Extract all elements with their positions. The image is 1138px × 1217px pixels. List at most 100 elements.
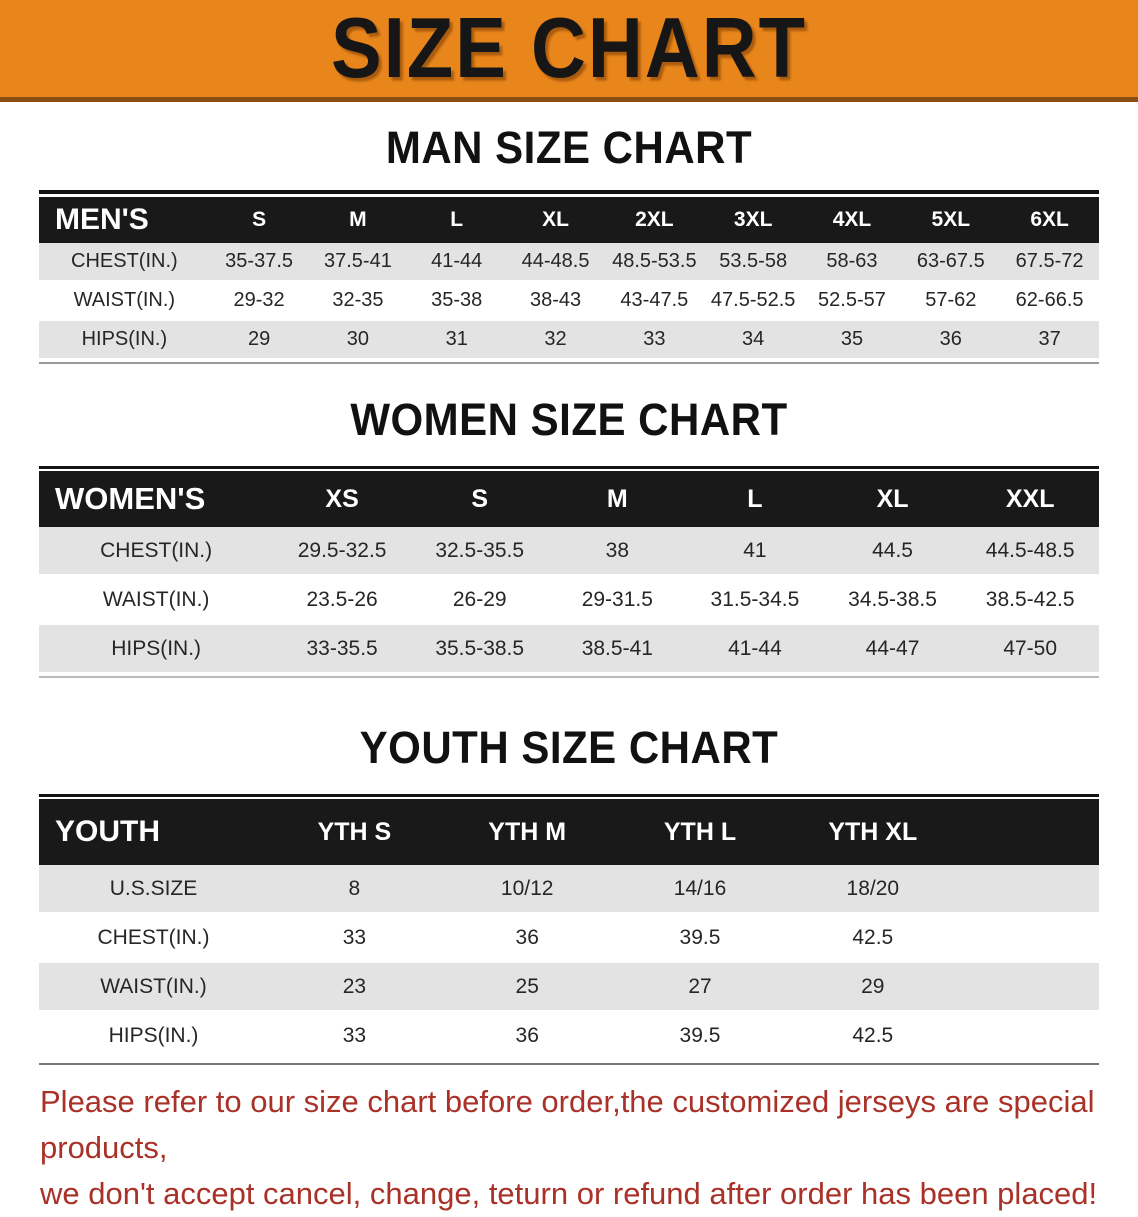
size-header-cell: YTH M bbox=[440, 799, 614, 866]
row-label-cell: CHEST(IN.) bbox=[97, 925, 210, 949]
value-cell: 36 bbox=[515, 1023, 539, 1047]
value-cell: 33 bbox=[342, 1023, 367, 1047]
value-cell: 53.5-58 bbox=[719, 250, 788, 273]
value-cell: 38-43 bbox=[529, 289, 582, 312]
data-row: CHEST(IN.) 33 36 39.5 42.5 bbox=[39, 913, 1099, 963]
order-disclaimer-line1: Please refer to our size chart before or… bbox=[40, 1084, 1095, 1166]
order-disclaimer: Please refer to our size chart before or… bbox=[40, 1079, 1138, 1217]
size-header-cell: XS bbox=[273, 471, 411, 528]
size-header-cell: XL bbox=[823, 471, 962, 528]
value-cell: 37.5-41 bbox=[323, 250, 392, 273]
row-label-cell: CHEST(IN.) bbox=[71, 250, 178, 273]
value-cell: 29-32 bbox=[233, 289, 285, 312]
value-cell: 38 bbox=[605, 538, 629, 562]
youth-size-table: YOUTH YTH S YTH M YTH L YTH XL U.S.SIZE 8 10/12… bbox=[39, 799, 1099, 1061]
youth-section-heading: YOUTH SIZE CHART bbox=[0, 724, 1138, 772]
women-section-heading: WOMEN SIZE CHART bbox=[0, 394, 1138, 445]
size-header-cell: 5XL bbox=[901, 197, 1001, 244]
row-label-cell: CHEST(IN.) bbox=[100, 538, 213, 562]
value-cell: 63-67.5 bbox=[916, 250, 985, 273]
value-cell: 18/20 bbox=[846, 876, 900, 900]
value-cell: 38.5-41 bbox=[581, 636, 653, 660]
value-cell: 44.5 bbox=[872, 538, 913, 562]
value-cell: 33-35.5 bbox=[306, 636, 378, 660]
size-header-cell: L bbox=[407, 197, 507, 244]
value-cell: 36 bbox=[939, 328, 962, 351]
row-label-cell: WAIST(IN.) bbox=[73, 289, 176, 312]
women-size-table-wrap: WOMEN'S XS S M L XL XXL CHEST(IN.) 29.5-32.5 32.5… bbox=[39, 466, 1099, 679]
size-chart-banner: SIZE CHART bbox=[0, 0, 1138, 102]
data-row: CHEST(IN.) 29.5-32.5 32.5-35.5 38 41 44.5 44.5… bbox=[39, 527, 1099, 576]
value-cell: 26-29 bbox=[452, 587, 507, 611]
value-cell: 35-38 bbox=[431, 289, 483, 312]
size-header-cell: M bbox=[308, 197, 408, 244]
value-cell: 25 bbox=[515, 974, 539, 998]
value-cell: 44-47 bbox=[865, 636, 920, 660]
value-cell: 39.5 bbox=[679, 925, 721, 949]
data-row: HIPS(IN.) 33-35.5 35.5-38.5 38.5-41 41-44 44-… bbox=[39, 624, 1099, 674]
row-label-cell: HIPS(IN.) bbox=[81, 328, 168, 351]
size-header-cell: YTH L bbox=[613, 799, 787, 866]
size-header-cell: XL bbox=[506, 197, 605, 244]
size-header-cell: 6XL bbox=[1000, 197, 1099, 244]
value-cell: 52.5-57 bbox=[818, 289, 886, 312]
value-cell: 57-62 bbox=[925, 289, 977, 312]
value-cell: 30 bbox=[346, 328, 370, 351]
data-row: WAIST(IN.) 23.5-26 26-29 29-31.5 31.5-34.5 34… bbox=[39, 575, 1099, 625]
value-cell: 35 bbox=[840, 328, 864, 351]
spacer-cell bbox=[959, 865, 1099, 913]
value-cell: 34 bbox=[742, 328, 765, 351]
value-cell: 32 bbox=[544, 328, 567, 351]
header-row: YOUTH YTH S YTH M YTH L YTH XL bbox=[39, 799, 1099, 866]
data-row: U.S.SIZE 8 10/12 14/16 18/20 bbox=[39, 865, 1099, 914]
value-cell: 35.5-38.5 bbox=[435, 636, 525, 660]
value-cell: 41 bbox=[743, 538, 767, 562]
value-cell: 42.5 bbox=[852, 925, 894, 949]
banner-title: SIZE CHART bbox=[331, 0, 807, 96]
value-cell: 29-31.5 bbox=[581, 587, 653, 611]
value-cell: 34.5-38.5 bbox=[848, 587, 937, 611]
women-section-heading-text: WOMEN SIZE CHART bbox=[350, 394, 788, 445]
value-cell: 44-48.5 bbox=[521, 250, 590, 273]
size-header-cell: L bbox=[686, 471, 824, 528]
value-cell: 27 bbox=[688, 974, 712, 998]
value-cell: 42.5 bbox=[852, 1023, 894, 1047]
value-cell: 48.5-53.5 bbox=[612, 250, 697, 273]
man-section-heading: MAN SIZE CHART bbox=[0, 124, 1138, 172]
data-row: CHEST(IN.) 35-37.5 37.5-41 41-44 44-48.5 48.5… bbox=[39, 243, 1099, 282]
data-row: HIPS(IN.) 33 36 39.5 42.5 bbox=[39, 1011, 1099, 1061]
value-cell: 62-66.5 bbox=[1015, 289, 1084, 312]
size-header-cell: XXL bbox=[961, 471, 1099, 528]
value-cell: 43-47.5 bbox=[620, 289, 689, 312]
row-label-cell: HIPS(IN.) bbox=[111, 636, 202, 660]
size-header-cell: YTH S bbox=[268, 799, 441, 866]
table-title-cell: MEN'S bbox=[39, 197, 210, 244]
value-cell: 31 bbox=[445, 328, 468, 351]
value-cell: 32.5-35.5 bbox=[435, 538, 525, 562]
size-header-cell: YTH XL bbox=[786, 799, 960, 866]
data-row: HIPS(IN.) 29 30 31 32 33 34 35 36 37 bbox=[39, 320, 1099, 360]
youth-size-table-wrap: YOUTH YTH S YTH M YTH L YTH XL U.S.SIZE 8 10/12… bbox=[39, 794, 1099, 1066]
value-cell: 38.5-42.5 bbox=[985, 587, 1075, 611]
value-cell: 33 bbox=[643, 328, 666, 351]
spacer-cell bbox=[959, 962, 1099, 1011]
value-cell: 41-44 bbox=[431, 250, 483, 273]
value-cell: 31.5-34.5 bbox=[710, 587, 800, 611]
value-cell: 29.5-32.5 bbox=[297, 538, 387, 562]
size-header-cell: 4XL bbox=[802, 197, 902, 244]
data-row: WAIST(IN.) 29-32 32-35 35-38 38-43 43-47.5 47.… bbox=[39, 281, 1099, 321]
value-cell: 35-37.5 bbox=[225, 250, 294, 273]
value-cell: 44.5-48.5 bbox=[985, 538, 1075, 562]
value-cell: 8 bbox=[348, 876, 361, 900]
value-cell: 32-35 bbox=[332, 289, 384, 312]
order-disclaimer-line2: we don't accept cancel, change, teturn o… bbox=[40, 1176, 1098, 1212]
header-row: WOMEN'S XS S M L XL XXL bbox=[39, 471, 1099, 528]
value-cell: 33 bbox=[342, 925, 367, 949]
man-size-table: MEN'S S M L XL 2XL 3XL 4XL 5XL 6XL CHEST(IN.) 35-37… bbox=[39, 197, 1099, 360]
value-cell: 36 bbox=[515, 925, 539, 949]
value-cell: 47-50 bbox=[1003, 636, 1058, 660]
value-cell: 41-44 bbox=[728, 636, 782, 660]
spacer-cell bbox=[959, 913, 1099, 962]
value-cell: 37 bbox=[1038, 328, 1061, 351]
size-header-cell: S bbox=[209, 197, 309, 244]
